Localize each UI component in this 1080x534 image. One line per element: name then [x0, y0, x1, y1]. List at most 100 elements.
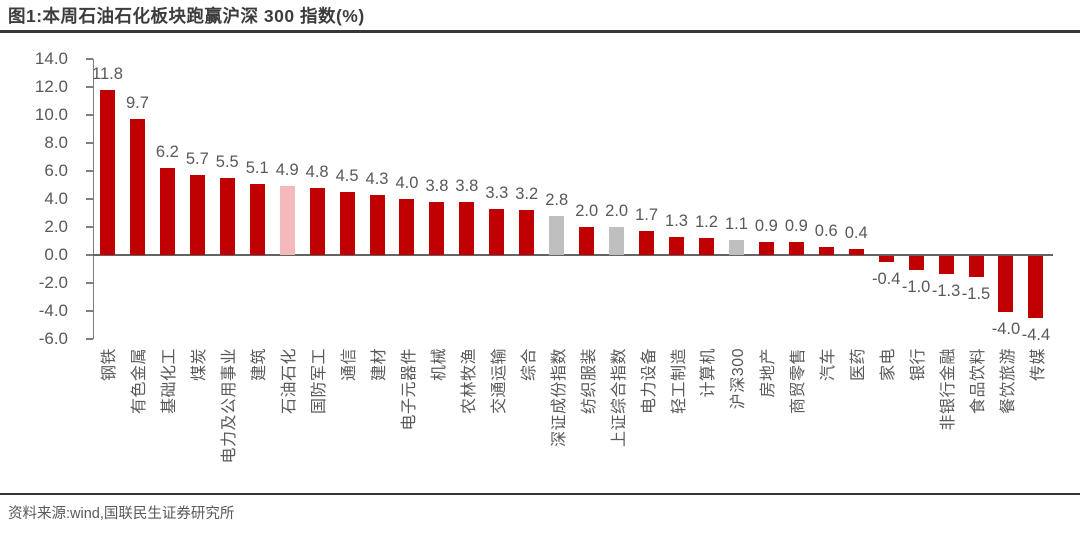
- footer-rule: [0, 493, 1080, 495]
- bar: [189, 175, 205, 255]
- bar-value-label: 3.2: [515, 185, 539, 204]
- category-label: 钢铁: [101, 348, 119, 382]
- bar-value-label: 1.3: [665, 211, 688, 230]
- bar: [968, 256, 984, 277]
- category-label: 计算机: [700, 348, 718, 398]
- category-label: 深证成份指数: [550, 348, 568, 448]
- bar: [159, 168, 175, 255]
- y-axis-tick-mark: [86, 58, 93, 60]
- y-axis-tick-label: 14.0: [34, 49, 68, 68]
- y-axis-tick-mark: [86, 114, 93, 116]
- bar: [728, 239, 744, 255]
- figure-title: 图1:本周石油石化板块跑赢沪深 300 指数(%): [8, 6, 365, 26]
- y-axis-tick-mark: [86, 254, 93, 256]
- bar-value-label: 4.8: [305, 162, 329, 181]
- category-label: 轻工制造: [670, 348, 688, 415]
- bar: [429, 201, 445, 255]
- category-label: 医药: [850, 348, 868, 382]
- category-label: 家电: [880, 348, 898, 382]
- bar: [249, 183, 265, 255]
- category-label: 纺织服装: [580, 348, 598, 415]
- bar: [549, 215, 565, 255]
- y-axis-tick-label: 6.0: [44, 161, 68, 180]
- y-axis-tick-mark: [86, 310, 93, 312]
- bar-value-label: -0.4: [871, 269, 901, 288]
- bar-value-label: 2.0: [575, 202, 599, 220]
- bar-value-label: 11.8: [92, 64, 123, 83]
- y-axis-tick-mark: [86, 282, 93, 284]
- bar-value-label: 1.2: [695, 213, 718, 232]
- bar: [369, 194, 385, 255]
- category-label: 石油石化: [281, 348, 299, 415]
- y-axis-tick-mark: [86, 86, 93, 88]
- bar-value-label: 3.3: [485, 183, 509, 202]
- bar: [309, 187, 325, 255]
- bar: [489, 208, 505, 255]
- bar-value-label: 2.0: [605, 202, 629, 220]
- bar: [519, 210, 535, 255]
- bar: [878, 256, 894, 262]
- category-label: 上证综合指数: [610, 348, 628, 448]
- category-label: 通信: [341, 348, 359, 382]
- bar: [698, 238, 714, 255]
- bar: [639, 231, 655, 255]
- bar-value-label: -1.3: [931, 282, 961, 301]
- category-label: 食品饮料: [970, 348, 988, 415]
- bar-value-label: -1.0: [901, 278, 931, 296]
- bar-value-label: 3.8: [455, 176, 479, 195]
- y-axis-tick-label: 8.0: [44, 133, 68, 152]
- category-label: 建材: [371, 348, 389, 382]
- bar-value-label: 5.1: [245, 158, 269, 177]
- x-axis-zero-line: [92, 254, 1053, 256]
- bar: [908, 256, 924, 270]
- category-label: 汽车: [820, 348, 838, 382]
- bar: [129, 119, 145, 255]
- category-label: 沪深300: [730, 348, 748, 410]
- bar: [848, 249, 864, 255]
- category-label: 房地产: [760, 348, 778, 398]
- category-label: 煤炭: [191, 348, 209, 382]
- bar-value-label: 5.5: [215, 153, 239, 171]
- bar: [279, 186, 295, 255]
- bar-value-label: 0.4: [844, 224, 868, 243]
- category-label: 有色金属: [131, 348, 149, 415]
- y-axis-tick-label: 4.0: [44, 189, 68, 208]
- category-label: 交通运输: [490, 348, 508, 415]
- y-axis-line: [92, 59, 95, 339]
- bar: [758, 242, 774, 255]
- bar-value-label: -4.4: [1021, 325, 1051, 344]
- bar: [99, 89, 115, 255]
- category-label: 基础化工: [161, 348, 179, 415]
- y-axis-tick-label: 2.0: [44, 217, 68, 236]
- category-label: 银行: [910, 348, 928, 382]
- bar-value-label: 2.8: [545, 190, 569, 209]
- y-axis-tick-label: 12.0: [34, 77, 68, 96]
- bar-value-label: 4.0: [395, 174, 419, 192]
- bar: [998, 256, 1014, 312]
- bar-value-label: 9.7: [125, 94, 149, 113]
- category-label: 商贸零售: [790, 348, 808, 415]
- bar: [938, 256, 954, 275]
- bar-value-label: 6.2: [155, 143, 179, 162]
- category-label: 电力及公用事业: [221, 348, 239, 464]
- bar: [399, 199, 415, 255]
- category-label: 非银行金融: [940, 348, 958, 431]
- category-label: 国防军工: [311, 348, 329, 415]
- bar: [459, 201, 475, 255]
- title-rule: [0, 30, 1080, 33]
- y-axis-tick-mark: [86, 226, 93, 228]
- category-label: 综合: [520, 348, 538, 382]
- bar-value-label: 4.5: [335, 167, 359, 185]
- bar-value-label: 4.9: [275, 161, 299, 180]
- bar-value-label: 0.9: [754, 217, 778, 236]
- bar: [339, 192, 355, 255]
- y-axis-tick-label: 0.0: [44, 245, 68, 264]
- y-axis-tick-label: -2.0: [38, 273, 68, 292]
- bar: [579, 227, 595, 255]
- bar-value-label: 1.1: [724, 214, 748, 233]
- category-label: 传媒: [1029, 348, 1047, 382]
- bar-value-label: -1.5: [961, 285, 991, 303]
- y-axis-tick-mark: [86, 198, 93, 200]
